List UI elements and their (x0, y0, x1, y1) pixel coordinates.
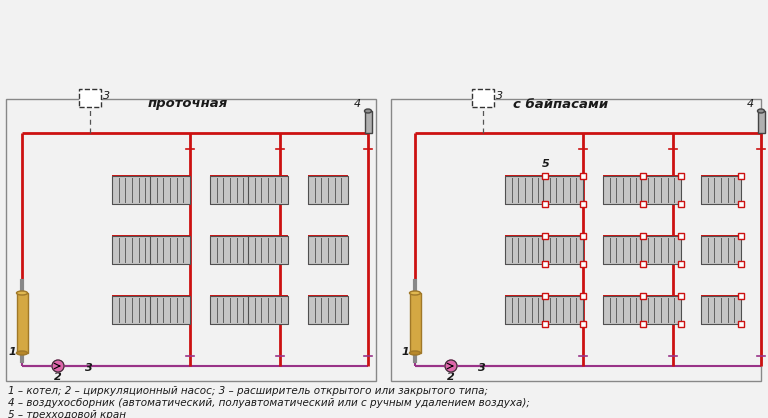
Bar (308, 296, 348, 324)
Bar (248, 296, 288, 324)
Bar (112, 296, 152, 324)
Text: с байпасами: с байпасами (513, 97, 608, 110)
Bar (701, 296, 741, 324)
Text: 3: 3 (103, 91, 110, 101)
Bar (757, 111, 764, 133)
Bar (210, 236, 250, 264)
Text: 1 – котел; 2 – циркуляционный насос; 3 – расширитель открытого или закрытого тип: 1 – котел; 2 – циркуляционный насос; 3 –… (8, 386, 488, 396)
Bar (738, 321, 744, 327)
Ellipse shape (365, 109, 372, 113)
Bar (678, 321, 684, 327)
Bar (678, 201, 684, 207)
Bar (580, 201, 586, 207)
Bar (603, 176, 643, 204)
Circle shape (52, 360, 64, 372)
Bar (678, 173, 684, 179)
Bar (16, 293, 28, 353)
Text: 3: 3 (85, 363, 93, 373)
Bar (603, 296, 643, 324)
Bar (678, 261, 684, 267)
Text: 2: 2 (447, 372, 455, 382)
Bar (409, 293, 421, 353)
Bar (365, 111, 372, 133)
Ellipse shape (757, 109, 764, 113)
Bar (79, 89, 101, 107)
Bar (580, 293, 586, 299)
Bar (542, 233, 548, 239)
Bar (640, 293, 646, 299)
Bar (112, 236, 152, 264)
Bar (505, 176, 545, 204)
Text: 5: 5 (542, 159, 550, 169)
Ellipse shape (409, 291, 421, 295)
Bar (738, 233, 744, 239)
Bar (640, 261, 646, 267)
Text: 1: 1 (9, 347, 17, 357)
Text: 2: 2 (54, 372, 61, 382)
Bar (738, 173, 744, 179)
Bar (701, 236, 741, 264)
Text: 3: 3 (496, 91, 503, 101)
Bar (640, 201, 646, 207)
Bar (738, 293, 744, 299)
Bar (210, 176, 250, 204)
Text: 4: 4 (354, 99, 361, 109)
Bar (6, 99, 376, 381)
Text: проточная: проточная (148, 97, 228, 110)
Bar (603, 236, 643, 264)
Bar (738, 201, 744, 207)
Ellipse shape (16, 291, 28, 295)
Bar (542, 321, 548, 327)
Bar (678, 233, 684, 239)
Text: 4: 4 (747, 99, 754, 109)
Bar (542, 173, 548, 179)
Bar (150, 236, 190, 264)
Bar (580, 233, 586, 239)
Bar (640, 173, 646, 179)
Bar (640, 321, 646, 327)
Bar (738, 261, 744, 267)
Bar (150, 176, 190, 204)
Ellipse shape (16, 351, 28, 355)
Bar (391, 99, 761, 381)
Bar (542, 293, 548, 299)
Bar (112, 176, 152, 204)
Bar (542, 261, 548, 267)
Bar (248, 176, 288, 204)
Bar (580, 173, 586, 179)
Bar (543, 236, 583, 264)
Bar (640, 233, 646, 239)
Bar (641, 236, 681, 264)
Circle shape (445, 360, 457, 372)
Bar (580, 261, 586, 267)
Bar (701, 176, 741, 204)
Text: 3: 3 (478, 363, 485, 373)
Bar (641, 176, 681, 204)
Bar (308, 176, 348, 204)
Text: 5 – трехходовой кран: 5 – трехходовой кран (8, 410, 126, 418)
Text: 4 – воздухосборник (автоматический, полуавтоматический или с ручным удалением во: 4 – воздухосборник (автоматический, полу… (8, 398, 530, 408)
Ellipse shape (409, 351, 421, 355)
Text: 1: 1 (402, 347, 410, 357)
Bar (678, 293, 684, 299)
Bar (150, 296, 190, 324)
Bar (210, 296, 250, 324)
Bar (248, 236, 288, 264)
Bar (542, 201, 548, 207)
Bar (505, 296, 545, 324)
Bar (472, 89, 494, 107)
Bar (543, 296, 583, 324)
Bar (641, 296, 681, 324)
Bar (580, 321, 586, 327)
Bar (543, 176, 583, 204)
Bar (308, 236, 348, 264)
Bar (505, 236, 545, 264)
